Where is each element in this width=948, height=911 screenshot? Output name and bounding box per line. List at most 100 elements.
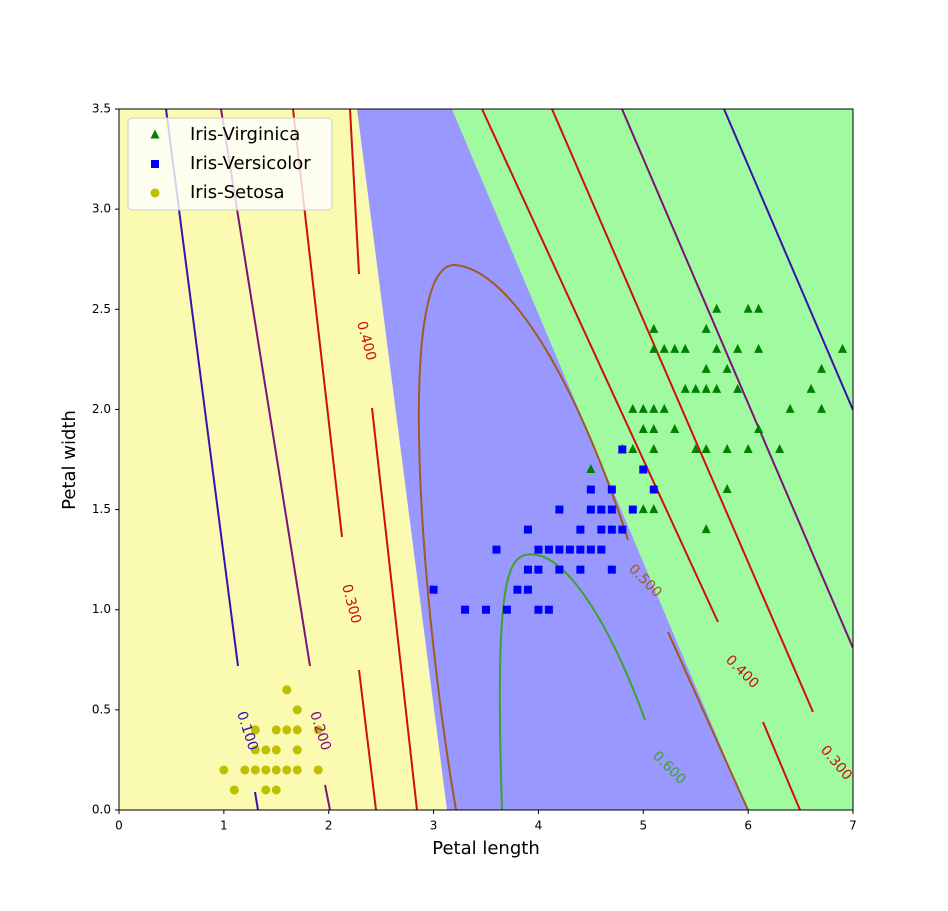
point xyxy=(607,525,616,534)
y-tick-label: 1.0 xyxy=(92,602,111,616)
point xyxy=(659,403,669,413)
y-tick-label: 3.0 xyxy=(92,202,111,216)
point xyxy=(754,423,764,433)
contour-line xyxy=(551,109,814,713)
legend-label: Iris-Versicolor xyxy=(190,153,311,174)
point xyxy=(639,465,648,474)
point xyxy=(502,605,511,614)
point xyxy=(597,505,606,514)
point xyxy=(701,323,711,333)
legend-marker xyxy=(150,188,160,198)
point xyxy=(649,423,659,433)
point xyxy=(680,343,690,353)
point xyxy=(722,443,732,453)
versicolor-region xyxy=(357,109,748,810)
y-tick-label: 0.0 xyxy=(92,803,111,817)
point xyxy=(649,485,658,494)
point xyxy=(743,443,753,453)
point xyxy=(838,343,848,353)
point xyxy=(534,565,543,574)
point xyxy=(733,343,743,353)
point xyxy=(712,303,722,313)
point xyxy=(492,545,501,554)
point xyxy=(618,525,627,534)
y-tick-label: 1.5 xyxy=(92,502,111,516)
legend: Iris-Virginica Iris-Versicolor Iris-Setosa xyxy=(127,117,333,211)
point xyxy=(649,443,659,453)
point xyxy=(691,443,701,453)
x-tick-label: 7 xyxy=(849,819,857,833)
point xyxy=(250,725,260,735)
point xyxy=(313,765,323,775)
point xyxy=(261,785,271,795)
point xyxy=(722,484,732,494)
plot-frame xyxy=(118,108,854,811)
y-tick-label: 3.5 xyxy=(92,102,111,116)
point xyxy=(618,445,627,454)
point xyxy=(628,403,638,413)
point xyxy=(586,485,595,494)
point xyxy=(282,725,292,735)
point xyxy=(565,545,574,554)
point xyxy=(261,745,271,755)
y-axis-label: Petal width xyxy=(59,410,80,510)
point xyxy=(701,383,711,393)
x-tick-label: 5 xyxy=(639,819,647,833)
point xyxy=(482,605,490,614)
point xyxy=(701,443,711,453)
contour-line xyxy=(723,109,853,411)
point xyxy=(523,525,532,534)
point xyxy=(722,363,732,373)
point xyxy=(261,765,271,775)
point xyxy=(638,403,648,413)
point xyxy=(292,745,302,755)
x-tick-label: 3 xyxy=(430,819,438,833)
point xyxy=(271,745,281,755)
contours xyxy=(165,109,814,810)
point xyxy=(659,343,669,353)
point xyxy=(754,343,764,353)
contour-line xyxy=(417,263,749,810)
point xyxy=(638,423,648,433)
contour-line xyxy=(621,109,853,649)
x-tick-label: 2 xyxy=(325,819,333,833)
point xyxy=(555,505,564,514)
point xyxy=(586,505,595,514)
point xyxy=(576,545,585,554)
point xyxy=(743,303,753,313)
contour-line xyxy=(498,553,646,810)
point xyxy=(429,585,438,594)
point xyxy=(271,765,281,775)
point xyxy=(586,464,596,474)
contour-line xyxy=(481,109,801,810)
point xyxy=(292,765,302,775)
point xyxy=(271,785,281,795)
point xyxy=(219,765,229,775)
point xyxy=(649,504,659,514)
point xyxy=(775,443,785,453)
point xyxy=(701,363,711,373)
y-tick-label: 2.5 xyxy=(92,302,111,316)
point xyxy=(576,565,585,574)
point xyxy=(817,403,827,413)
point xyxy=(691,383,701,393)
y-tick-label: 2.0 xyxy=(92,402,111,416)
virginica-region xyxy=(452,109,853,810)
point xyxy=(292,725,302,735)
x-tick-label: 6 xyxy=(744,819,752,833)
point xyxy=(523,585,532,594)
legend-marker xyxy=(151,160,159,168)
point xyxy=(733,383,743,393)
point xyxy=(271,725,281,735)
point xyxy=(523,565,532,574)
point xyxy=(250,745,260,755)
point xyxy=(240,765,250,775)
point xyxy=(313,725,323,735)
point xyxy=(670,343,680,353)
point xyxy=(680,383,690,393)
point xyxy=(250,765,260,775)
setosa-region xyxy=(119,109,447,810)
legend-label: Iris-Virginica xyxy=(190,124,300,145)
point xyxy=(754,303,764,313)
point xyxy=(607,505,616,514)
